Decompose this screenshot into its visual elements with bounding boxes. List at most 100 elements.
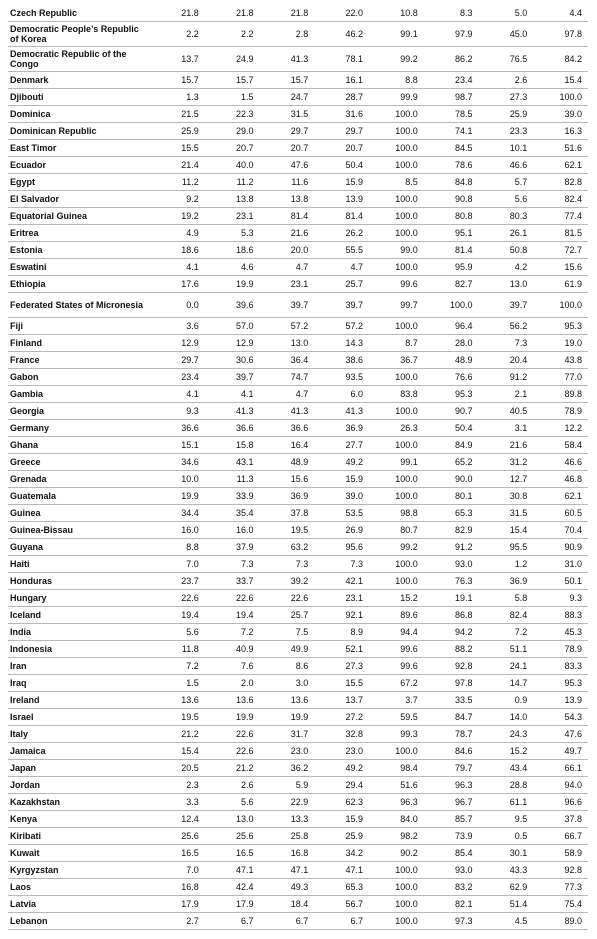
value-cell: 80.3 — [478, 207, 534, 225]
value-cell: 15.6 — [259, 470, 315, 488]
value-cell: 100.0 — [369, 487, 424, 505]
table-row: Indonesia 11.8 40.9 49.9 52.1 99.6 88.2 51.1 78.… — [8, 640, 588, 658]
value-cell: 25.9 — [150, 122, 205, 140]
value-cell: 58.9 — [533, 844, 588, 862]
value-cell: 49.2 — [314, 453, 369, 471]
value-cell: 48.9 — [259, 453, 315, 471]
value-cell: 7.3 — [478, 334, 534, 352]
value-cell: 65.3 — [423, 504, 479, 522]
value-cell: 3.7 — [369, 691, 424, 709]
country-name-cell: Ecuador — [8, 156, 150, 174]
value-cell: 27.3 — [478, 88, 534, 106]
value-cell: 39.2 — [259, 572, 315, 590]
value-cell: 25.9 — [478, 105, 534, 123]
value-cell: 29.4 — [314, 776, 369, 794]
value-cell: 1.5 — [204, 88, 260, 106]
value-cell: 99.0 — [369, 241, 424, 259]
value-cell: 63.2 — [259, 538, 315, 556]
value-cell: 86.8 — [423, 606, 479, 624]
value-cell: 19.4 — [150, 606, 205, 624]
value-cell: 13.0 — [259, 334, 315, 352]
table-row: El Salvador 9.2 13.8 13.8 13.9 100.0 90.8 5.6 82… — [8, 190, 588, 208]
value-cell: 13.0 — [478, 275, 534, 293]
value-cell: 23.4 — [150, 368, 205, 386]
value-cell: 100.0 — [369, 105, 424, 123]
value-cell: 13.6 — [259, 691, 315, 709]
value-cell: 17.6 — [150, 275, 205, 293]
value-cell: 35.4 — [204, 504, 260, 522]
value-cell: 82.4 — [478, 606, 534, 624]
value-cell: 11.6 — [259, 173, 315, 191]
value-cell: 4.7 — [259, 258, 315, 276]
value-cell: 17.9 — [150, 895, 205, 913]
value-cell: 1.2 — [478, 555, 534, 573]
value-cell: 40.0 — [204, 156, 260, 174]
value-cell: 100.0 — [369, 317, 424, 335]
value-cell: 95.6 — [314, 538, 369, 556]
country-name-cell: Georgia — [8, 402, 150, 420]
country-name-cell: Democratic People’s Republic of Korea — [8, 21, 150, 47]
value-cell: 57.2 — [259, 317, 315, 335]
table-row: Hungary 22.6 22.6 22.6 23.1 15.2 19.1 5.8 9.3 — [8, 589, 588, 607]
value-cell: 15.7 — [150, 71, 205, 89]
value-cell: 61.1 — [478, 793, 534, 811]
value-cell: 84.5 — [423, 139, 479, 157]
value-cell: 15.4 — [478, 521, 534, 539]
value-cell: 30.1 — [478, 844, 534, 862]
value-cell: 74.7 — [259, 368, 315, 386]
country-name-cell: Kenya — [8, 810, 150, 828]
value-cell: 6.7 — [314, 912, 369, 930]
value-cell: 21.4 — [150, 156, 205, 174]
country-name-cell: Laos — [8, 878, 150, 896]
value-cell: 86.2 — [423, 46, 479, 72]
value-cell: 50.8 — [478, 241, 534, 259]
value-cell: 23.7 — [150, 572, 205, 590]
value-cell: 22.9 — [259, 793, 315, 811]
value-cell: 15.9 — [314, 470, 369, 488]
value-cell: 13.9 — [314, 190, 369, 208]
value-cell: 92.1 — [314, 606, 369, 624]
country-name-cell: Indonesia — [8, 640, 150, 658]
value-cell: 24.1 — [478, 657, 534, 675]
country-name-cell: Ethiopia — [8, 275, 150, 293]
value-cell: 50.1 — [533, 572, 588, 590]
table-row: Japan 20.5 21.2 36.2 49.2 98.4 79.7 43.4 66.1 — [8, 759, 588, 777]
value-cell: 84.6 — [423, 742, 479, 760]
value-cell: 61.9 — [533, 275, 588, 293]
value-cell: 26.2 — [314, 224, 369, 242]
value-cell: 90.8 — [423, 190, 479, 208]
value-cell: 80.1 — [423, 487, 479, 505]
table-row: Ireland 13.6 13.6 13.6 13.7 3.7 33.5 0.9 13.9 — [8, 691, 588, 709]
value-cell: 89.6 — [369, 606, 424, 624]
value-cell: 13.6 — [150, 691, 205, 709]
value-cell: 9.3 — [150, 402, 205, 420]
value-cell: 36.2 — [259, 759, 315, 777]
value-cell: 14.0 — [478, 708, 534, 726]
table-body: Czech Republic 21.8 21.8 21.8 22.0 10.8 8.3 5.0… — [8, 5, 588, 930]
value-cell: 19.2 — [150, 207, 205, 225]
value-cell: 22.6 — [204, 589, 260, 607]
table-row: Estonia 18.6 18.6 20.0 55.5 99.0 81.4 50.8 72.7 — [8, 241, 588, 259]
table-row: Eswatini 4.1 4.6 4.7 4.7 100.0 95.9 4.2 15.6 — [8, 258, 588, 276]
value-cell: 4.5 — [478, 912, 534, 930]
value-cell: 97.3 — [423, 912, 479, 930]
value-cell: 2.8 — [259, 21, 315, 47]
value-cell: 37.8 — [259, 504, 315, 522]
value-cell: 9.3 — [533, 589, 588, 607]
value-cell: 99.6 — [369, 275, 424, 293]
table-row: Ghana 15.1 15.8 16.4 27.7 100.0 84.9 21.6 58.4 — [8, 436, 588, 454]
value-cell: 65.2 — [423, 453, 479, 471]
table-row: Georgia 9.3 41.3 41.3 41.3 100.0 90.7 40.5 78.9 — [8, 402, 588, 420]
value-cell: 12.2 — [533, 419, 588, 437]
value-cell: 22.0 — [314, 5, 369, 22]
value-cell: 16.4 — [259, 436, 315, 454]
country-name-cell: Guatemala — [8, 487, 150, 505]
value-cell: 99.6 — [369, 640, 424, 658]
value-cell: 16.5 — [150, 844, 205, 862]
value-cell: 93.0 — [423, 555, 479, 573]
value-cell: 7.3 — [314, 555, 369, 573]
country-name-cell: Democratic Republic of the Congo — [8, 46, 150, 72]
value-cell: 18.6 — [204, 241, 260, 259]
value-cell: 28.7 — [314, 88, 369, 106]
value-cell: 25.6 — [204, 827, 260, 845]
